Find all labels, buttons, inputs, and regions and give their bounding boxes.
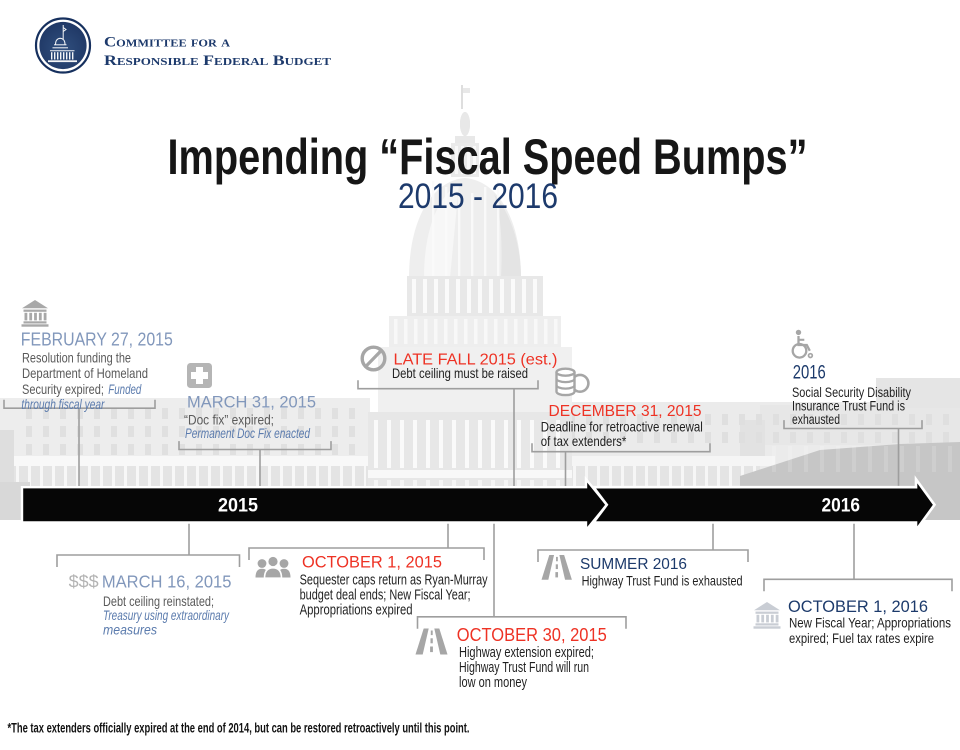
- svg-text:Committee for a: Committee for a: [104, 35, 230, 51]
- svg-text:exhausted: exhausted: [792, 412, 840, 427]
- svg-text:Security expired;: Security expired;: [22, 381, 104, 397]
- svg-text:Sequester caps return as Ryan-: Sequester caps return as Ryan-Murray: [300, 573, 489, 589]
- svg-text:FEBRUARY 27, 2015: FEBRUARY 27, 2015: [21, 330, 173, 350]
- svg-text:Treasury using extraordinary: Treasury using extraordinary: [103, 607, 230, 623]
- svg-text:Social Security Disability: Social Security Disability: [792, 385, 911, 400]
- svg-text:Highway Trust Fund will run: Highway Trust Fund will run: [459, 660, 589, 676]
- svg-text:Responsible Federal Budget: Responsible Federal Budget: [104, 53, 332, 69]
- svg-text:LATE FALL 2015 (est.): LATE FALL 2015 (est.): [394, 351, 558, 368]
- svg-text:measures: measures: [103, 621, 157, 637]
- svg-text:of tax extenders*: of tax extenders*: [541, 433, 627, 449]
- svg-text:OCTOBER 1, 2016: OCTOBER 1, 2016: [788, 598, 928, 616]
- svg-text:2015: 2015: [218, 495, 258, 517]
- svg-text:Funded: Funded: [108, 381, 142, 397]
- svg-text:SUMMER 2016: SUMMER 2016: [580, 556, 687, 573]
- svg-text:*The tax extenders officially: *The tax extenders officially expired at…: [8, 720, 470, 736]
- svg-text:Deadline for retroactive renew: Deadline for retroactive renewal: [541, 419, 703, 435]
- svg-text:“Doc fix” expired;: “Doc fix” expired;: [184, 412, 274, 428]
- svg-text:MARCH 31, 2015: MARCH 31, 2015: [187, 392, 316, 411]
- svg-text:OCTOBER 30, 2015: OCTOBER 30, 2015: [457, 625, 607, 645]
- svg-text:Highway extension expired;: Highway extension expired;: [459, 645, 594, 661]
- svg-text:Insurance Trust Fund is: Insurance Trust Fund is: [792, 399, 905, 414]
- svg-text:MARCH 16, 2015: MARCH 16, 2015: [102, 572, 232, 592]
- svg-text:expired; Fuel tax rates expire: expired; Fuel tax rates expire: [789, 630, 934, 646]
- svg-text:low on money: low on money: [459, 675, 528, 691]
- svg-text:DECEMBER 31, 2015: DECEMBER 31, 2015: [549, 403, 702, 420]
- svg-text:Debt ceiling must be raised: Debt ceiling must be raised: [392, 365, 528, 381]
- svg-text:budget deal ends; New Fiscal Y: budget deal ends; New Fiscal Year;: [300, 588, 471, 604]
- svg-text:2015 - 2016: 2015 - 2016: [398, 177, 558, 216]
- svg-text:$$$: $$$: [69, 572, 99, 592]
- svg-text:Resolution funding the: Resolution funding the: [22, 350, 131, 366]
- svg-text:Department of Homeland: Department of Homeland: [22, 365, 148, 381]
- svg-text:2016: 2016: [822, 495, 861, 517]
- svg-text:through fiscal year: through fiscal year: [21, 396, 105, 412]
- svg-text:Highway Trust Fund is exhauste: Highway Trust Fund is exhausted: [582, 573, 743, 589]
- svg-text:Impending “Fiscal Speed Bumps”: Impending “Fiscal Speed Bumps”: [168, 129, 808, 185]
- svg-text:Permanent Doc Fix enacted: Permanent Doc Fix enacted: [185, 425, 311, 441]
- svg-text:Appropriations expired: Appropriations expired: [300, 603, 413, 619]
- svg-text:Debt ceiling reinstated;: Debt ceiling reinstated;: [103, 593, 214, 609]
- svg-text:2016: 2016: [793, 362, 826, 383]
- svg-text:OCTOBER 1, 2015: OCTOBER 1, 2015: [302, 553, 442, 571]
- svg-text:New Fiscal Year; Appropriation: New Fiscal Year; Appropriations: [789, 615, 951, 631]
